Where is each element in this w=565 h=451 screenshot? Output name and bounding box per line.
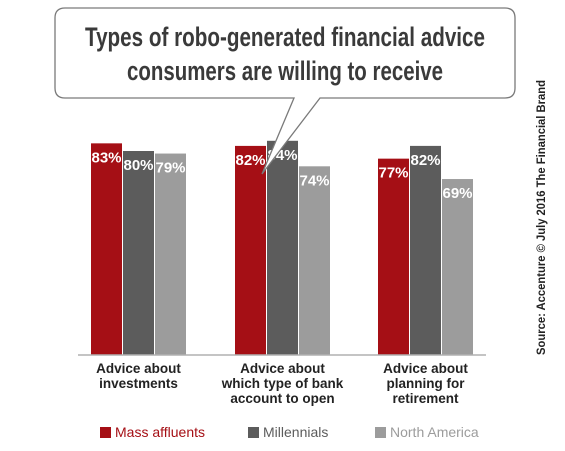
category-label: account to open xyxy=(230,391,334,406)
bar-mass-affluents-1 xyxy=(235,145,266,355)
category-label: retirement xyxy=(392,391,459,406)
category-label: Advice about xyxy=(96,361,181,376)
bar-mass-affluents-2 xyxy=(378,158,409,355)
legend-label: Millennials xyxy=(263,424,328,440)
category-label: Advice about xyxy=(240,361,325,376)
chart-title-line-1: Types of robo-generated financial advice xyxy=(85,22,485,52)
bar-value-label: 74% xyxy=(299,172,329,189)
category-label: planning for xyxy=(387,376,466,391)
legend-label: North America xyxy=(390,424,479,440)
legend-swatch xyxy=(248,427,259,438)
category-label: investments xyxy=(99,376,178,391)
bar-value-label: 83% xyxy=(91,149,121,166)
bar-value-label: 77% xyxy=(378,165,408,182)
bar-north-america-0 xyxy=(155,153,186,355)
bar-north-america-2 xyxy=(442,179,473,355)
chart-title-line-2: consumers are willing to receive xyxy=(127,56,443,86)
bar-value-label: 79% xyxy=(155,160,185,177)
bar-mass-affluents-0 xyxy=(91,143,122,355)
legend-swatch xyxy=(375,427,386,438)
bar-value-label: 69% xyxy=(442,185,472,202)
source-note: Source: Accenture © July 2016 The Financ… xyxy=(534,80,548,355)
bar-millennials-0 xyxy=(123,151,154,355)
bar-value-label: 82% xyxy=(410,152,440,169)
category-label: Advice about xyxy=(383,361,468,376)
bar-value-label: 80% xyxy=(123,157,153,174)
title-callout-bubble xyxy=(54,7,516,175)
legend-label: Mass affluents xyxy=(115,424,205,440)
bar-millennials-2 xyxy=(410,145,441,355)
category-label: which type of bank xyxy=(221,376,344,391)
bar-value-label: 82% xyxy=(235,152,265,169)
legend: Mass affluents Millennials North America xyxy=(100,424,479,440)
bar-north-america-1 xyxy=(299,166,330,355)
bars-layer: 83% 80% 79% 82% 84%74% 77%82%69% xyxy=(91,140,473,355)
bar-millennials-1 xyxy=(267,140,298,355)
legend-swatch xyxy=(100,427,111,438)
